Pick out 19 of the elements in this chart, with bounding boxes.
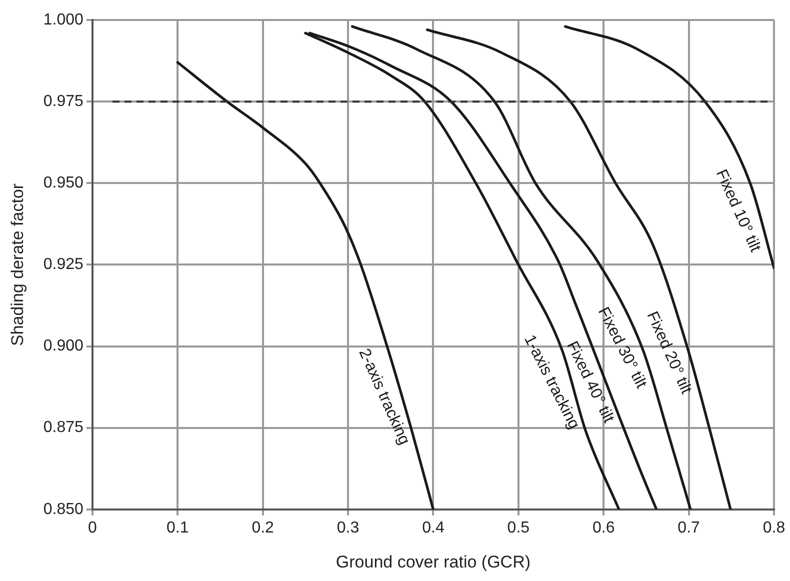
y-tick-label: 0.975 <box>43 92 84 110</box>
x-axis-title: Ground cover ratio (GCR) <box>336 552 531 572</box>
text: Fixed 10° tilt <box>712 167 764 256</box>
y-tick-label: 0.875 <box>43 419 84 436</box>
y-axis-title: Shading derate factor <box>8 183 27 346</box>
y-tick-label: 0.850 <box>43 500 84 518</box>
x-tick-label: 0.7 <box>678 519 700 536</box>
x-tick-label: 0.4 <box>422 519 444 536</box>
y-tick-label: 0.900 <box>43 338 84 355</box>
x-tick-label: 0 <box>88 519 97 536</box>
y-tick-label: 0.950 <box>43 174 84 192</box>
x-tick-label: 0.5 <box>507 519 530 536</box>
y-tick-label: 1.000 <box>43 11 84 28</box>
x-tick-label: 0.2 <box>252 519 274 536</box>
x-tick-label: 0.6 <box>592 519 615 536</box>
x-tick-label: 0.8 <box>762 519 786 536</box>
x-tick-label: 0.3 <box>336 519 360 536</box>
y-tick-label: 0.925 <box>43 256 84 274</box>
x-tick-label: 0.1 <box>166 519 189 536</box>
